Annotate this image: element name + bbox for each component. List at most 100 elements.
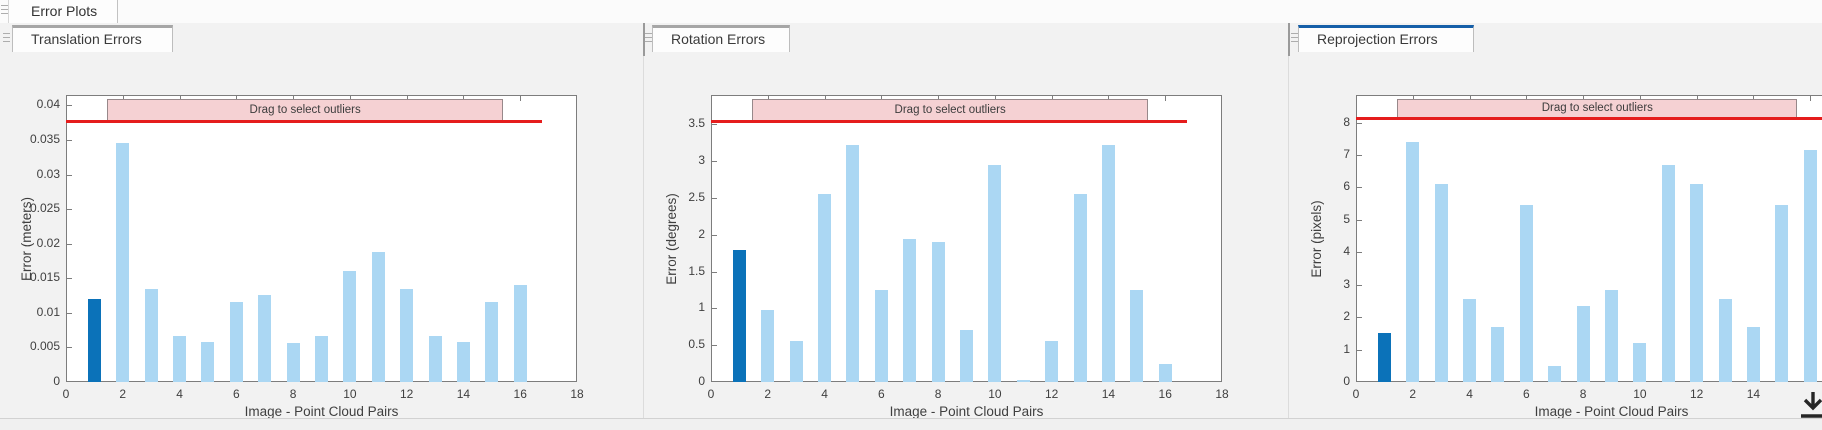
bar[interactable] <box>1803 150 1817 382</box>
bar-selected[interactable] <box>1377 333 1391 382</box>
x-tick-label: 6 <box>877 387 885 401</box>
bar[interactable] <box>1045 340 1059 382</box>
bar[interactable] <box>874 290 888 382</box>
outlier-drag-band[interactable]: Drag to select outliers <box>107 99 504 122</box>
x-tick-label: 0 <box>707 387 715 401</box>
tab-rotation-errors[interactable]: Rotation Errors <box>652 25 790 52</box>
tab-error-plots[interactable]: Error Plots <box>8 0 118 23</box>
bar-selected[interactable] <box>732 249 746 382</box>
bar[interactable] <box>846 145 860 382</box>
y-tick-mark <box>712 308 717 310</box>
x-tick-label: 16 <box>513 387 527 401</box>
x-tick-mark <box>994 96 996 101</box>
drag-handle-icon[interactable] <box>1 5 8 17</box>
y-tick-mark <box>1357 317 1362 319</box>
bar[interactable] <box>286 343 300 382</box>
bar[interactable] <box>456 341 470 382</box>
threshold-line[interactable] <box>66 120 542 124</box>
bar[interactable] <box>1746 326 1760 382</box>
bar[interactable] <box>1434 184 1448 382</box>
bar[interactable] <box>315 335 328 382</box>
bar[interactable] <box>1016 379 1030 382</box>
bar-selected[interactable] <box>87 299 101 382</box>
panel-divider[interactable] <box>643 23 645 56</box>
bar[interactable] <box>400 288 414 382</box>
bar[interactable] <box>903 238 917 382</box>
tab-error-plots-label: Error Plots <box>31 3 98 19</box>
bar[interactable] <box>144 288 158 382</box>
bar[interactable] <box>789 340 803 382</box>
bar[interactable] <box>1718 299 1732 382</box>
x-tick-label: 4 <box>1466 387 1473 401</box>
translation-errors-panel: Translation Errors 0 0.005 0.01 0.015 0.02 0.… <box>0 23 643 418</box>
bar[interactable] <box>818 194 832 382</box>
bar[interactable] <box>761 309 775 382</box>
drag-handle-icon[interactable] <box>3 33 10 45</box>
y-tick-mark <box>1357 122 1362 124</box>
y-tick-mark <box>712 234 717 236</box>
bar[interactable] <box>116 143 130 382</box>
drag-handle-icon[interactable] <box>1291 33 1298 45</box>
download-icon[interactable] <box>1799 390 1822 428</box>
bar[interactable] <box>258 294 272 382</box>
bar[interactable] <box>201 341 215 382</box>
bar[interactable] <box>1633 343 1647 382</box>
y-tick-mark <box>712 198 717 200</box>
y-tick-label: 2 <box>1343 309 1350 324</box>
bar[interactable] <box>1463 299 1477 382</box>
bar[interactable] <box>428 336 442 382</box>
bar[interactable] <box>1073 194 1087 382</box>
y-tick-label: 3 <box>1343 276 1350 291</box>
outlier-drag-band[interactable]: Drag to select outliers <box>752 99 1149 121</box>
x-tick-mark <box>293 96 295 101</box>
bar[interactable] <box>173 335 187 382</box>
x-tick-mark <box>1108 96 1110 101</box>
bar[interactable] <box>1101 145 1115 382</box>
panel-divider[interactable] <box>1288 23 1290 56</box>
reprojection-errors-chart: 0 1 2 3 4 5 6 7 8 0 2 4 6 8 10 12 14 Drag to select outli… <box>1290 23 1822 418</box>
y-tick-mark <box>1357 349 1362 351</box>
bar[interactable] <box>513 285 527 382</box>
bar[interactable] <box>485 301 499 382</box>
x-tick-mark <box>1583 96 1585 101</box>
bar[interactable] <box>229 301 243 382</box>
y-tick-mark <box>67 139 72 141</box>
bar[interactable] <box>1406 142 1420 382</box>
bar[interactable] <box>1775 205 1789 382</box>
tab-reprojection-errors[interactable]: Reprojection Errors <box>1298 25 1474 52</box>
y-tick-label: 1 <box>1343 341 1350 356</box>
bar[interactable] <box>960 330 973 382</box>
x-tick-label: 8 <box>1579 387 1587 401</box>
drag-handle-icon[interactable] <box>645 33 652 45</box>
bar[interactable] <box>1548 365 1562 382</box>
reprojection-errors-panel: Reprojection Errors 0 1 2 3 4 5 6 7 8 0 2 4 6 8 10 12 14… <box>1290 23 1822 418</box>
y-tick-label: 3.5 <box>688 116 705 131</box>
bar[interactable] <box>1130 290 1144 382</box>
x-tick-label: 16 <box>1158 387 1172 401</box>
tab-translation-errors[interactable]: Translation Errors <box>12 25 173 52</box>
y-tick-label: 5 <box>1343 211 1350 226</box>
bar[interactable] <box>1158 363 1172 382</box>
x-tick-label: 6 <box>232 387 240 401</box>
bar[interactable] <box>1605 289 1618 382</box>
y-tick-mark <box>67 105 72 107</box>
panel-divider <box>1288 56 1289 418</box>
bar[interactable] <box>931 242 945 382</box>
bar[interactable] <box>988 164 1002 382</box>
y-tick-mark <box>712 271 717 273</box>
threshold-line[interactable] <box>1356 116 1822 120</box>
bar[interactable] <box>343 271 357 382</box>
bar[interactable] <box>1576 305 1590 382</box>
threshold-line[interactable] <box>711 119 1187 123</box>
bar[interactable] <box>371 251 385 382</box>
bar[interactable] <box>1661 164 1675 382</box>
y-tick-label: 2 <box>698 226 705 241</box>
bar[interactable] <box>1519 205 1533 382</box>
outlier-drag-band[interactable]: Drag to select outliers <box>1397 99 1798 118</box>
x-tick-mark <box>1165 96 1167 101</box>
x-tick-mark <box>1469 96 1471 101</box>
y-tick-label: 0.025 <box>29 201 60 216</box>
bar[interactable] <box>1491 326 1505 382</box>
bar[interactable] <box>1690 184 1704 382</box>
